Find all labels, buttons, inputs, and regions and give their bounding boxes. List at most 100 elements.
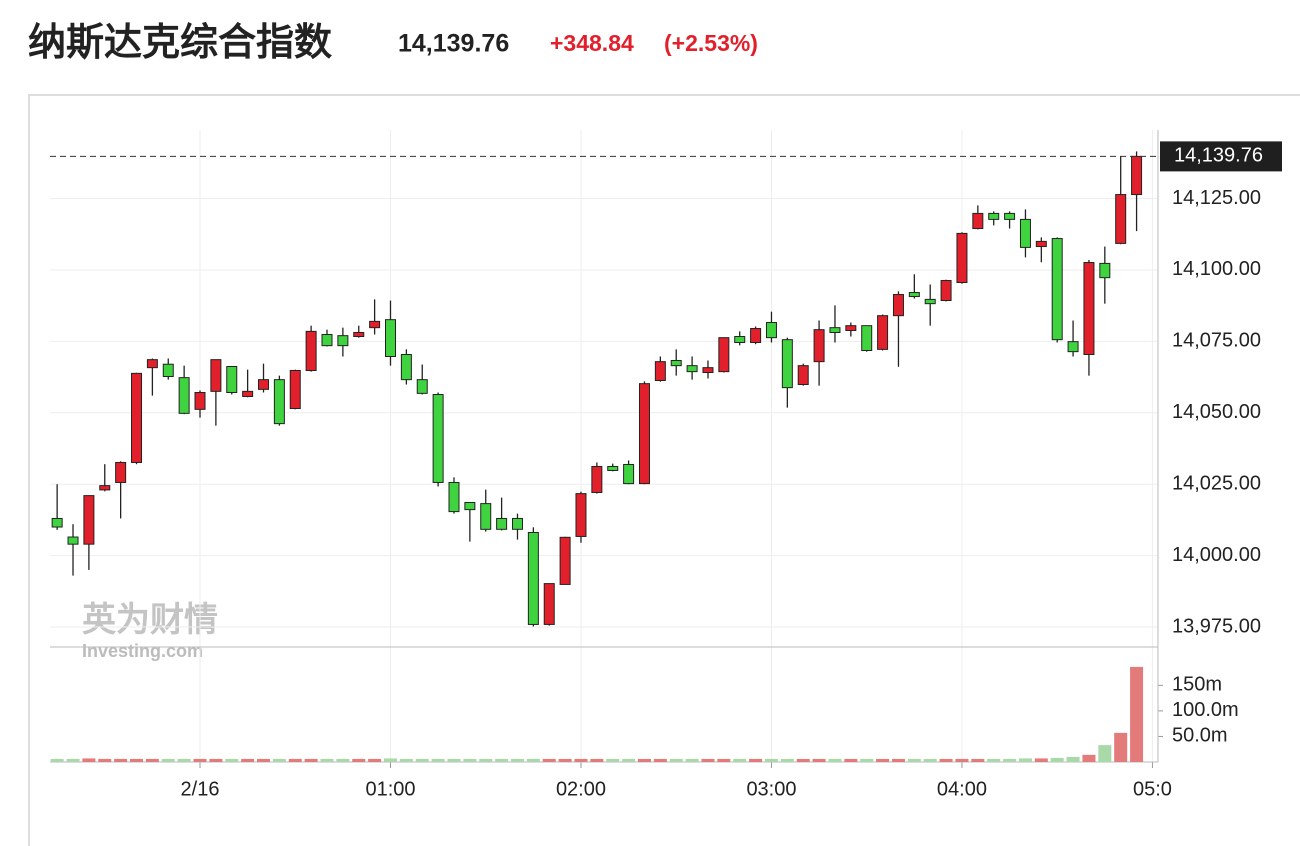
volume-bar [653, 758, 667, 762]
volume-bar [1034, 758, 1048, 762]
volume-bar [193, 758, 207, 762]
candle-body [1131, 155, 1143, 196]
volume-tick-label: 100.0m [1172, 699, 1239, 721]
candle-body [829, 327, 841, 334]
volume-bar [749, 758, 763, 762]
candle-body [115, 461, 127, 483]
volume-bar [606, 758, 620, 762]
candle-body [940, 280, 952, 302]
candle-body [702, 367, 714, 374]
volume-bar [98, 758, 112, 762]
last-price-label: 14,139.76 [1174, 145, 1263, 167]
candle-body [146, 359, 158, 369]
volume-bar [1018, 758, 1032, 762]
candle-body [1004, 212, 1016, 220]
volume-bar [1003, 758, 1017, 762]
volume-bar [796, 758, 810, 762]
volume-bar [590, 758, 604, 762]
volume-bar [241, 758, 255, 762]
candle-body [750, 328, 762, 344]
volume-bar [479, 758, 493, 762]
volume-bar [431, 758, 445, 762]
volume-bar [987, 758, 1001, 762]
volume-bar [923, 758, 937, 762]
volume-bar [1098, 745, 1112, 762]
volume-bar [812, 758, 826, 762]
volume-tick-label: 50.0m [1172, 725, 1228, 747]
volume-bar [1082, 754, 1096, 762]
volume-bar [971, 758, 985, 762]
price: 14,139.76 [398, 30, 509, 58]
volume-bar [304, 758, 318, 762]
volume-bar [764, 758, 778, 762]
candle-body [845, 325, 857, 332]
candle-body [178, 377, 190, 414]
volume-bar [1066, 756, 1080, 762]
volume-bar [82, 758, 96, 762]
volume-bar [114, 758, 128, 762]
volume-bar [876, 758, 890, 762]
candle-body [972, 212, 984, 230]
volume-bar [669, 758, 683, 762]
volume-bar [717, 758, 731, 762]
volume-bar [399, 758, 413, 762]
last-price-box [1160, 141, 1282, 172]
candle-body [1083, 262, 1095, 356]
y-tick-label: 13,975.00 [1172, 615, 1261, 637]
candle-body [1051, 238, 1063, 341]
candle-body [607, 465, 619, 471]
candle-body [226, 366, 238, 393]
volume-bar [542, 758, 556, 762]
candle-body [67, 536, 79, 545]
chart-title: 纳斯达克综合指数 [28, 22, 332, 64]
change: +348.84 [550, 30, 634, 56]
candle-body [623, 463, 635, 485]
candle-body [353, 332, 365, 338]
candle-body [496, 517, 508, 530]
candle-body [1019, 218, 1031, 248]
volume-bar [510, 758, 524, 762]
candle-body [765, 322, 777, 339]
candle-body [1099, 262, 1111, 279]
volume-bar [209, 758, 223, 762]
candle-body [861, 325, 873, 352]
volume-bar [622, 758, 636, 762]
candle-body [194, 391, 206, 410]
candle-body [718, 337, 730, 373]
candle-body [1115, 194, 1127, 244]
y-tick-label: 14,075.00 [1172, 330, 1261, 352]
volume-bar [272, 758, 286, 762]
candle-body [877, 315, 889, 350]
x-tick-label: 02:00 [556, 778, 606, 800]
volume-bar [145, 758, 159, 762]
candle-body [670, 360, 682, 367]
candle-body [369, 320, 381, 329]
candle-body [575, 493, 587, 537]
y-tick-label: 14,050.00 [1172, 401, 1261, 423]
volume-bar [939, 758, 953, 762]
volume-bar [828, 758, 842, 762]
volume-bar [463, 758, 477, 762]
volume-bar [701, 758, 715, 762]
candle-body [654, 361, 666, 382]
volume-bar [526, 758, 540, 762]
candle-body [734, 336, 746, 344]
candle-body [321, 334, 333, 347]
volume-bar [558, 758, 572, 762]
volume-bar [336, 758, 350, 762]
volume-bar [1050, 757, 1064, 762]
candle-body [527, 531, 539, 625]
volume-bar [685, 758, 699, 762]
candle-body [384, 319, 396, 358]
volume-bar [177, 758, 191, 762]
candle-body [273, 379, 285, 425]
volume-bar [844, 758, 858, 762]
watermark: 英为财情 [82, 601, 218, 639]
candle-body [162, 363, 174, 378]
volume-tick-label: 150m [1172, 674, 1222, 696]
candle-body [797, 365, 809, 386]
volume-bar [352, 758, 366, 762]
volume-bar [955, 758, 969, 762]
